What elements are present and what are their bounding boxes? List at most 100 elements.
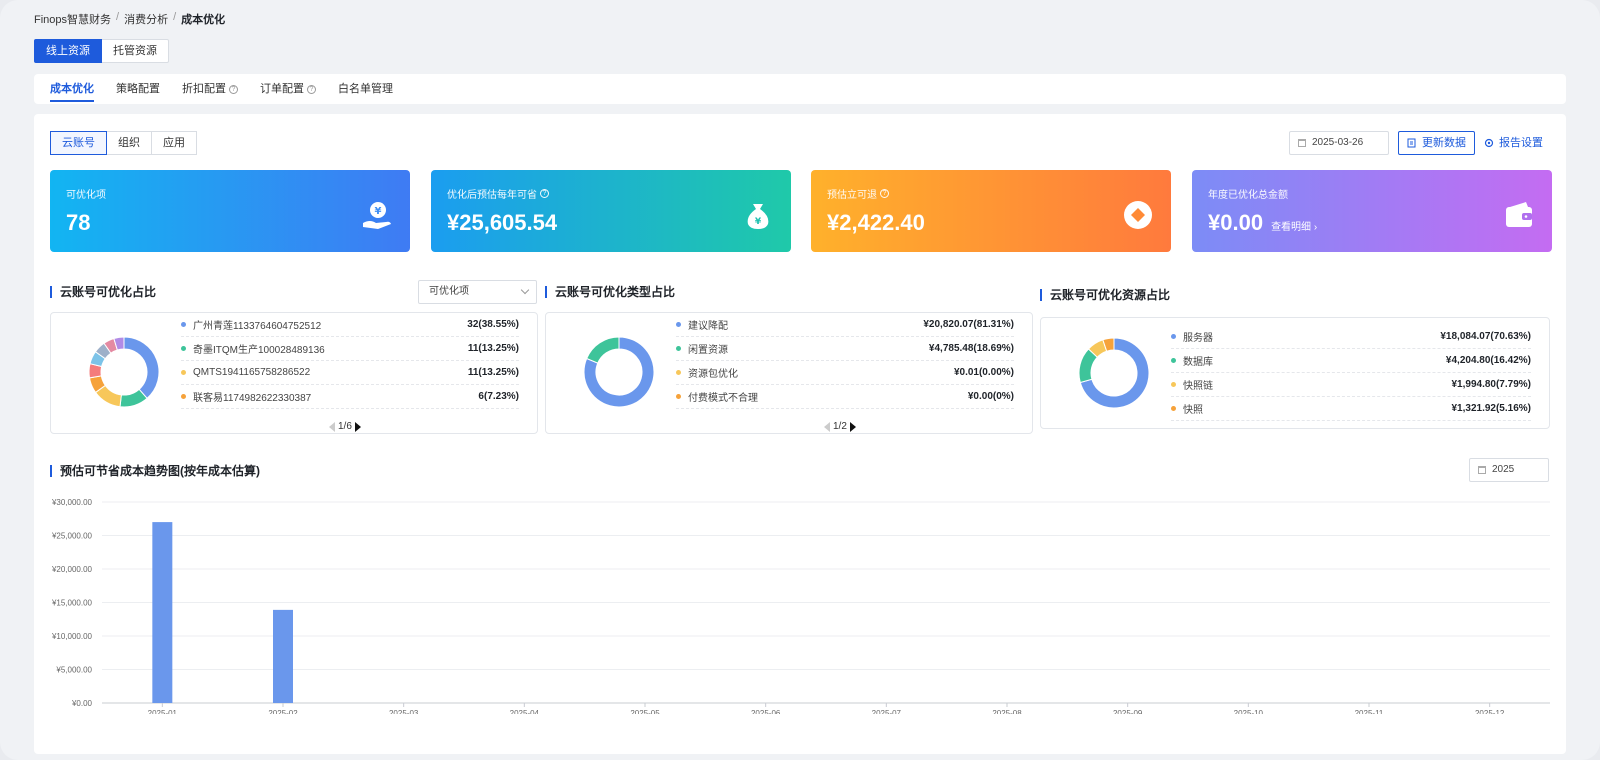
x-tick-label: 2025-09	[1113, 709, 1143, 714]
x-tick-label: 2025-12	[1475, 709, 1505, 714]
pager-text: 1/2	[833, 421, 847, 432]
legend-dot	[676, 394, 681, 399]
breadcrumb-item-consumption[interactable]: 消费分析	[124, 14, 169, 26]
legend-value: 32(38.55%)	[467, 319, 519, 330]
year-value: 2025	[1492, 464, 1515, 475]
tab-cost-optimization[interactable]: 成本优化	[50, 74, 94, 104]
legend-value: ¥0.00(0%)	[967, 391, 1014, 402]
breadcrumb: Finops智慧财务 / 消费分析 / 成本优化	[34, 11, 225, 27]
breadcrumb-item-current: 成本优化	[181, 14, 226, 26]
legend-row[interactable]: 快照链 ¥1,994.80(7.79%)	[1171, 373, 1531, 397]
legend-name: 付费模式不合理	[688, 393, 758, 404]
card-value: 78	[66, 210, 91, 235]
prev-page-icon[interactable]	[824, 421, 830, 432]
resource-share-title: 云账号可优化资源占比	[1040, 289, 1170, 301]
tab-label: 成本优化	[50, 83, 94, 95]
card-annual-optimized: 年度已优化总金额 ¥0.00 查看明细 ›	[1192, 170, 1552, 252]
chevron-down-icon	[520, 285, 530, 295]
tab-strategy-config[interactable]: 策略配置	[116, 74, 160, 104]
legend-row[interactable]: 联客易1174982622330387 6(7.23%)	[181, 385, 519, 409]
tab-hosted-resources[interactable]: 托管资源	[102, 39, 169, 63]
breadcrumb-separator: /	[173, 11, 177, 23]
tab-organization[interactable]: 组织	[106, 131, 152, 155]
legend-row[interactable]: 服务器 ¥18,084.07(70.63%)	[1171, 325, 1531, 349]
tab-discount-config[interactable]: 折扣配置?	[182, 74, 238, 104]
card-label-wrap: 优化后预估每年可省?	[447, 186, 549, 201]
tab-online-resources[interactable]: 线上资源	[34, 39, 102, 63]
card-value-wrap: ¥0.00 查看明细 ›	[1208, 210, 1317, 236]
date-picker[interactable]: 2025-03-26	[1289, 131, 1389, 155]
view-details-link[interactable]: 查看明细 ›	[1271, 222, 1318, 233]
donut-slice	[1079, 337, 1150, 409]
card-label-wrap: 预估立可退?	[827, 186, 889, 201]
card-value: ¥2,422.40	[827, 210, 925, 235]
legend-row[interactable]: 快照 ¥1,321.92(5.16%)	[1171, 397, 1531, 421]
breadcrumb-item-finops[interactable]: Finops智慧财务	[34, 14, 112, 26]
card-value: ¥0.00	[1208, 210, 1264, 235]
legend-value: ¥0.01(0.00%)	[953, 367, 1014, 378]
year-picker[interactable]: 2025	[1469, 458, 1549, 482]
legend-dot	[1171, 406, 1176, 411]
sub-nav: 成本优化 策略配置 折扣配置? 订单配置? 白名单管理	[34, 74, 1566, 104]
pager-text: 1/6	[338, 421, 352, 432]
dimension-tabs: 云账号 组织 应用	[50, 131, 197, 155]
tab-order-config[interactable]: 订单配置?	[260, 74, 316, 104]
legend-row[interactable]: 建议降配 ¥20,820.07(81.31%)	[676, 313, 1014, 337]
legend-name: 广州青莲1133764604752512	[193, 321, 322, 332]
breadcrumb-separator: /	[116, 11, 120, 23]
tab-cloud-account[interactable]: 云账号	[50, 131, 107, 155]
legend-name: 快照	[1183, 405, 1203, 416]
yen-hand-icon: ¥	[363, 202, 391, 229]
help-icon[interactable]: ?	[307, 84, 316, 94]
trend-title: 预估可节省成本趋势图(按年成本估算)	[50, 465, 260, 477]
legend-row[interactable]: 闲置资源 ¥4,785.48(18.69%)	[676, 337, 1014, 361]
help-icon[interactable]: ?	[229, 84, 238, 94]
update-data-button[interactable]: 更新数据	[1398, 131, 1475, 155]
next-page-icon[interactable]	[354, 421, 361, 432]
metric-select[interactable]: 可优化项	[418, 280, 537, 304]
tab-label: 订单配置	[260, 83, 304, 95]
resource-tabs: 线上资源 托管资源	[34, 39, 169, 63]
legend-row[interactable]: 付费模式不合理 ¥0.00(0%)	[676, 385, 1014, 409]
type-share-title: 云账号可优化类型占比	[545, 286, 675, 298]
help-icon[interactable]: ?	[880, 189, 889, 198]
donut-slice	[123, 336, 160, 400]
card-refundable: 预估立可退? ¥2,422.40	[811, 170, 1171, 252]
card-label: 可优化项	[66, 190, 106, 201]
legend-row[interactable]: 数据库 ¥4,204.80(16.42%)	[1171, 349, 1531, 373]
next-page-icon[interactable]	[849, 421, 856, 432]
legend-row[interactable]: 广州青莲1133764604752512 32(38.55%)	[181, 313, 519, 337]
y-tick-label: ¥0.00	[71, 699, 93, 708]
gear-icon	[1484, 138, 1494, 148]
help-icon[interactable]: ?	[540, 189, 549, 198]
x-tick-label: 2025-10	[1234, 709, 1264, 714]
legend-name: 资源包优化	[688, 369, 738, 380]
legend-row[interactable]: 资源包优化 ¥0.01(0.00%)	[676, 361, 1014, 385]
y-tick-label: ¥5,000.00	[55, 666, 92, 675]
tab-label: 折扣配置	[182, 83, 226, 95]
prev-page-icon[interactable]	[329, 421, 335, 432]
chart-bar	[152, 522, 173, 703]
coin-icon	[1124, 201, 1152, 229]
tab-whitelist[interactable]: 白名单管理	[338, 74, 393, 104]
report-label: 报告设置	[1499, 137, 1543, 149]
y-tick-label: ¥10,000.00	[51, 632, 93, 641]
legend-dot	[181, 346, 186, 351]
report-settings-button[interactable]: 报告设置	[1484, 131, 1543, 155]
calendar-icon	[1298, 139, 1306, 147]
tab-application[interactable]: 应用	[151, 131, 197, 155]
legend-dot	[676, 370, 681, 375]
legend-row[interactable]: QMTS1941165758286522 11(13.25%)	[181, 361, 519, 385]
x-tick-label: 2025-05	[630, 709, 660, 714]
x-tick-label: 2025-06	[751, 709, 781, 714]
x-tick-label: 2025-02	[268, 709, 298, 714]
y-tick-label: ¥25,000.00	[51, 532, 93, 541]
y-tick-label: ¥20,000.00	[51, 565, 93, 574]
card-annual-savings: 优化后预估每年可省? ¥25,605.54 ¥	[431, 170, 791, 252]
card-label: 优化后预估每年可省	[447, 190, 537, 201]
legend-row[interactable]: 奇墨ITQM生产100028489136 11(13.25%)	[181, 337, 519, 361]
account-share-panel: 广州青莲1133764604752512 32(38.55%) 奇墨ITQM生产1…	[50, 312, 538, 434]
x-tick-label: 2025-01	[148, 709, 178, 714]
type-share-panel: 建议降配 ¥20,820.07(81.31%) 闲置资源 ¥4,785.48(18.…	[545, 312, 1033, 434]
